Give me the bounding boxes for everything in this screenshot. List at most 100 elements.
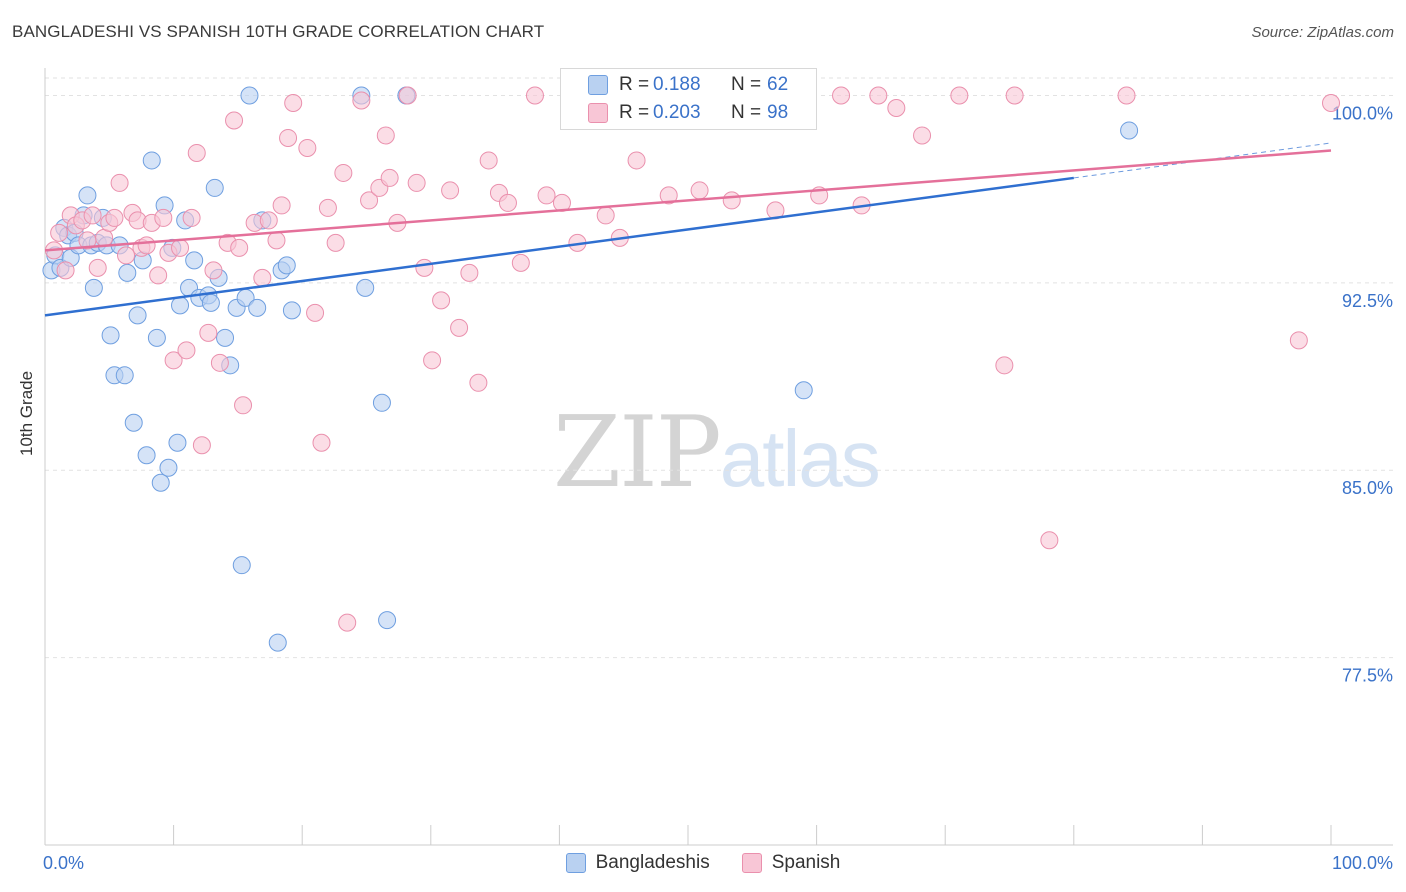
spanish-point [88,258,107,277]
spanish-point [50,223,69,242]
spanish-legend-swatch [741,853,762,873]
spanish-point [110,173,129,192]
spanish-point [171,238,190,257]
spanish-point [95,228,114,247]
trend-lines [44,142,1332,317]
watermark-atlas: atlas [719,414,881,503]
spanish-point [913,126,932,145]
r-label: R = [619,74,650,95]
spanish-point [1040,531,1059,550]
spanish-point [498,193,517,212]
bangladeshis-point [378,611,397,630]
spanish-point [137,236,156,255]
stats-row-bangladeshis: R = 0.188 N = 62 [561,71,816,99]
x-tick-label: 0.0% [43,853,84,873]
bangladeshis-point [356,278,375,297]
legend-item-spanish[interactable]: Spanish [741,852,841,874]
spanish-point [537,186,556,205]
spanish-point [995,356,1014,375]
bangladeshis-point [159,458,178,477]
bangladeshis-point [171,296,190,315]
spanish-point [259,211,278,230]
spanish-point [659,186,678,205]
spanish-point [376,126,395,145]
spanish-point [204,261,223,280]
spanish-point [210,353,229,372]
spanish-point [338,613,357,632]
bangladeshis-point [151,473,170,492]
stats-row-spanish: R = 0.203 N = 98 [561,99,816,127]
tick-labels: 100.0% 92.5% 85.0% 77.5% 0.0% 100.0% [43,103,1393,873]
r-value: 0.203 [653,102,701,123]
bangladeshis-point [277,256,296,275]
spanish-point [432,291,451,310]
spanish-point [407,173,426,192]
bangladeshis-point [794,381,813,400]
stats-legend: R = 0.188 N = 62 R = 0.203 N = 98 [560,68,817,130]
spanish-point [460,263,479,282]
r-value: 0.188 [653,74,701,95]
spanish-point [56,261,75,280]
bangladeshis-point [128,306,147,325]
chart-title: BANGLADESHI VS SPANISH 10TH GRADE CORREL… [12,22,545,41]
spanish-point [450,318,469,337]
spanish-point [154,208,173,227]
y-axis-label: 10th Grade [17,370,36,456]
spanish-point [306,303,325,322]
spanish-point [352,91,371,110]
axes [44,68,1393,846]
spanish-point [1005,86,1024,105]
n-value: 62 [767,74,789,95]
spanish-point [182,208,201,227]
bangladeshis-point [168,433,187,452]
spanish-point [83,206,102,225]
spanish-trend-line [44,149,1332,252]
bangladeshis-point [137,446,156,465]
spanish-point [230,238,249,257]
bangladeshis-point [118,263,137,282]
spanish-point [298,138,317,157]
spanish-point [225,111,244,130]
legend-item-bangladeshis[interactable]: Bangladeshis [565,852,710,874]
y-tick-label: 92.5% [1342,291,1393,311]
bangladeshis-point [216,328,235,347]
spanish-point [441,181,460,200]
bangladeshis-point [115,366,134,385]
bangladeshis-trend-line [44,176,1074,317]
spanish-point [950,86,969,105]
watermark-zip: ZIP [553,396,722,510]
spanish-point [525,86,544,105]
bangladeshis-legend-swatch [565,853,586,873]
legend-label-bangladeshis: Bangladeshis [595,852,710,873]
spanish-point [380,168,399,187]
spanish-point [177,341,196,360]
spanish-point [360,191,379,210]
spanish-swatch [588,103,608,123]
bangladeshis-point [101,326,120,345]
spanish-point [596,206,615,225]
spanish-point [267,231,286,250]
spanish-point [199,323,218,342]
n-label: N = [731,74,762,95]
spanish-point [187,143,206,162]
spanish-point [1322,93,1340,112]
spanish-point [469,373,488,392]
spanish-point [105,208,124,227]
bangladeshis-point [1120,121,1139,140]
spanish-point [117,246,136,265]
spanish-point [272,196,291,215]
spanish-point [318,198,337,217]
legend-label-spanish: Spanish [771,852,841,873]
spanish-point [164,351,183,370]
spanish-point [887,98,906,117]
spanish-point [284,93,303,112]
spanish-point [149,266,168,285]
bangladeshis-point [124,413,143,432]
bangladeshis-points [42,86,1139,652]
spanish-point [423,351,442,370]
spanish-point [334,163,353,182]
bottom-legend: Bangladeshis Spanish [0,852,1406,874]
bangladeshis-point [185,251,204,270]
spanish-point [511,253,530,272]
